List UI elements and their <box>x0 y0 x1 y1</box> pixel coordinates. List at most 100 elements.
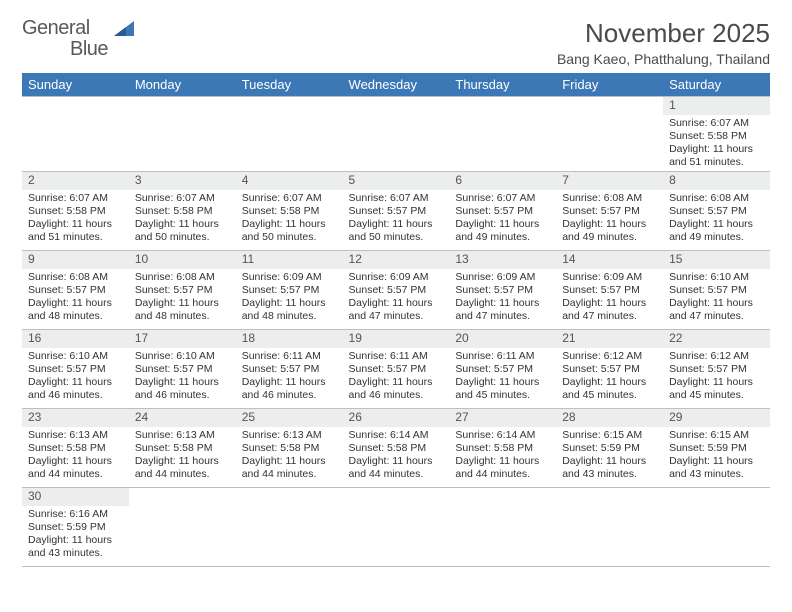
sunset-text: Sunset: 5:57 PM <box>562 363 657 376</box>
logo: General Blue <box>22 18 138 60</box>
sunrise-text: Sunrise: 6:07 AM <box>242 192 337 205</box>
calendar-cell: 28Sunrise: 6:15 AMSunset: 5:59 PMDayligh… <box>556 409 663 488</box>
sunrise-text: Sunrise: 6:13 AM <box>135 429 230 442</box>
sunrise-text: Sunrise: 6:16 AM <box>28 508 123 521</box>
daylight-text: Daylight: 11 hours and 49 minutes. <box>562 218 657 244</box>
day-details: Sunrise: 6:09 AMSunset: 5:57 PMDaylight:… <box>556 269 663 326</box>
day-number: 16 <box>22 330 129 348</box>
calendar-cell: 19Sunrise: 6:11 AMSunset: 5:57 PMDayligh… <box>343 330 450 409</box>
daylight-text: Daylight: 11 hours and 51 minutes. <box>28 218 123 244</box>
day-details: Sunrise: 6:14 AMSunset: 5:58 PMDaylight:… <box>343 427 450 484</box>
calendar-row: 1Sunrise: 6:07 AMSunset: 5:58 PMDaylight… <box>22 97 770 172</box>
sunset-text: Sunset: 5:57 PM <box>242 284 337 297</box>
calendar-cell: 16Sunrise: 6:10 AMSunset: 5:57 PMDayligh… <box>22 330 129 409</box>
daylight-text: Daylight: 11 hours and 50 minutes. <box>242 218 337 244</box>
daylight-text: Daylight: 11 hours and 46 minutes. <box>135 376 230 402</box>
calendar-cell: 17Sunrise: 6:10 AMSunset: 5:57 PMDayligh… <box>129 330 236 409</box>
logo-text-blue: Blue <box>70 38 108 60</box>
calendar-cell: 6Sunrise: 6:07 AMSunset: 5:57 PMDaylight… <box>449 172 556 251</box>
day-details: Sunrise: 6:07 AMSunset: 5:57 PMDaylight:… <box>343 190 450 247</box>
day-number <box>129 97 236 99</box>
day-details: Sunrise: 6:16 AMSunset: 5:59 PMDaylight:… <box>22 506 129 563</box>
sunrise-text: Sunrise: 6:14 AM <box>455 429 550 442</box>
calendar-cell <box>556 97 663 172</box>
day-details: Sunrise: 6:09 AMSunset: 5:57 PMDaylight:… <box>343 269 450 326</box>
day-details: Sunrise: 6:11 AMSunset: 5:57 PMDaylight:… <box>343 348 450 405</box>
sunset-text: Sunset: 5:57 PM <box>562 284 657 297</box>
calendar-cell: 25Sunrise: 6:13 AMSunset: 5:58 PMDayligh… <box>236 409 343 488</box>
sunrise-text: Sunrise: 6:13 AM <box>242 429 337 442</box>
day-number: 21 <box>556 330 663 348</box>
sunset-text: Sunset: 5:57 PM <box>669 363 764 376</box>
calendar-cell: 20Sunrise: 6:11 AMSunset: 5:57 PMDayligh… <box>449 330 556 409</box>
day-number: 8 <box>663 172 770 190</box>
sunrise-text: Sunrise: 6:08 AM <box>562 192 657 205</box>
day-number <box>129 488 236 490</box>
day-number: 2 <box>22 172 129 190</box>
day-number: 23 <box>22 409 129 427</box>
calendar-cell: 4 Sunrise: 6:07 AMSunset: 5:58 PMDaylight… <box>236 172 343 251</box>
day-number: 14 <box>556 251 663 269</box>
day-number <box>236 97 343 99</box>
calendar-cell <box>663 488 770 567</box>
calendar-cell <box>236 488 343 567</box>
day-details: Sunrise: 6:12 AMSunset: 5:57 PMDaylight:… <box>663 348 770 405</box>
sunrise-text: Sunrise: 6:15 AM <box>669 429 764 442</box>
day-details: Sunrise: 6:12 AMSunset: 5:57 PMDaylight:… <box>556 348 663 405</box>
sunset-text: Sunset: 5:59 PM <box>28 521 123 534</box>
day-number: 30 <box>22 488 129 506</box>
month-title: November 2025 <box>557 18 770 49</box>
sunset-text: Sunset: 5:58 PM <box>28 442 123 455</box>
sunset-text: Sunset: 5:59 PM <box>669 442 764 455</box>
daylight-text: Daylight: 11 hours and 45 minutes. <box>669 376 764 402</box>
sunrise-text: Sunrise: 6:15 AM <box>562 429 657 442</box>
sunset-text: Sunset: 5:57 PM <box>349 205 444 218</box>
location-text: Bang Kaeo, Phatthalung, Thailand <box>557 51 770 67</box>
logo-text-gray: General <box>22 17 90 39</box>
calendar-cell <box>129 97 236 172</box>
sunset-text: Sunset: 5:57 PM <box>562 205 657 218</box>
day-number <box>22 97 129 99</box>
calendar-cell <box>22 97 129 172</box>
daylight-text: Daylight: 11 hours and 47 minutes. <box>349 297 444 323</box>
calendar-cell <box>129 488 236 567</box>
calendar-cell <box>449 488 556 567</box>
daylight-text: Daylight: 11 hours and 49 minutes. <box>455 218 550 244</box>
sunrise-text: Sunrise: 6:07 AM <box>135 192 230 205</box>
calendar-cell: 26Sunrise: 6:14 AMSunset: 5:58 PMDayligh… <box>343 409 450 488</box>
sunrise-text: Sunrise: 6:08 AM <box>135 271 230 284</box>
title-block: November 2025 Bang Kaeo, Phatthalung, Th… <box>557 18 770 67</box>
day-number: 25 <box>236 409 343 427</box>
sunset-text: Sunset: 5:57 PM <box>349 363 444 376</box>
sunset-text: Sunset: 5:57 PM <box>669 284 764 297</box>
day-details: Sunrise: 6:13 AMSunset: 5:58 PMDaylight:… <box>236 427 343 484</box>
sunrise-text: Sunrise: 6:07 AM <box>669 117 764 130</box>
daylight-text: Daylight: 11 hours and 48 minutes. <box>135 297 230 323</box>
day-details: Sunrise: 6:08 AMSunset: 5:57 PMDaylight:… <box>129 269 236 326</box>
day-number: 12 <box>343 251 450 269</box>
day-number <box>236 488 343 490</box>
sunrise-text: Sunrise: 6:12 AM <box>562 350 657 363</box>
calendar-cell: 12Sunrise: 6:09 AMSunset: 5:57 PMDayligh… <box>343 251 450 330</box>
page-header: General Blue November 2025 Bang Kaeo, Ph… <box>22 18 770 67</box>
sunset-text: Sunset: 5:57 PM <box>28 284 123 297</box>
calendar-cell <box>236 97 343 172</box>
day-number: 26 <box>343 409 450 427</box>
day-number: 7 <box>556 172 663 190</box>
day-number: 4 <box>236 172 343 190</box>
day-details: Sunrise: 6:07 AMSunset: 5:58 PMDaylight:… <box>129 190 236 247</box>
sunset-text: Sunset: 5:57 PM <box>455 284 550 297</box>
daylight-text: Daylight: 11 hours and 43 minutes. <box>562 455 657 481</box>
sunset-text: Sunset: 5:58 PM <box>242 205 337 218</box>
sunset-text: Sunset: 5:59 PM <box>562 442 657 455</box>
sunset-text: Sunset: 5:57 PM <box>135 284 230 297</box>
sunrise-text: Sunrise: 6:09 AM <box>562 271 657 284</box>
calendar-cell <box>556 488 663 567</box>
daylight-text: Daylight: 11 hours and 46 minutes. <box>349 376 444 402</box>
daylight-text: Daylight: 11 hours and 48 minutes. <box>28 297 123 323</box>
day-details: Sunrise: 6:07 AMSunset: 5:58 PMDaylight:… <box>663 115 770 172</box>
day-number: 27 <box>449 409 556 427</box>
day-number: 18 <box>236 330 343 348</box>
sunrise-text: Sunrise: 6:08 AM <box>669 192 764 205</box>
day-details: Sunrise: 6:08 AMSunset: 5:57 PMDaylight:… <box>22 269 129 326</box>
